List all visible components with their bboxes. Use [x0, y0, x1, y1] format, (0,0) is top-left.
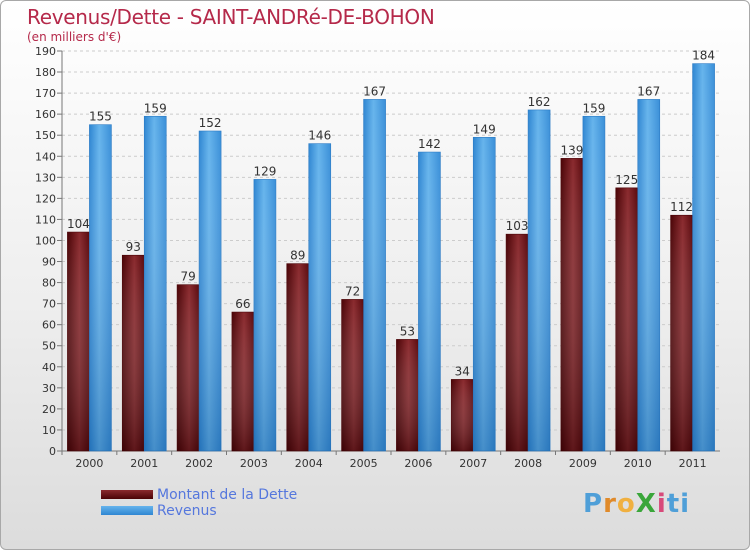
x-tick-label: 2004 — [295, 457, 323, 470]
x-tick-label: 2000 — [75, 457, 103, 470]
y-tick-label: 20 — [42, 403, 56, 416]
y-tick-label: 120 — [35, 192, 56, 205]
legend-label-dette: Montant de la Dette — [157, 487, 298, 503]
y-tick-label: 50 — [42, 340, 56, 353]
y-tick-label: 150 — [35, 129, 56, 142]
data-label-revenus: 142 — [418, 137, 441, 151]
bar-shade-revenus-2000 — [89, 124, 112, 452]
x-tick-label: 2009 — [569, 457, 597, 470]
legend-swatch-revenus — [101, 506, 153, 515]
bar-shade-dette-2001 — [122, 255, 145, 451]
legend-label-revenus: Revenus — [157, 503, 217, 519]
y-tick-label: 110 — [35, 213, 56, 226]
data-label-revenus: 155 — [89, 110, 112, 124]
data-label-revenus: 149 — [473, 122, 496, 136]
data-label-revenus: 167 — [637, 84, 660, 98]
bar-shade-revenus-2010 — [637, 99, 660, 451]
bar-shade-revenus-2005 — [363, 99, 386, 451]
grid-layer — [57, 50, 720, 455]
x-tick-label: 2010 — [624, 457, 652, 470]
bar-shade-revenus-2002 — [199, 131, 222, 451]
bar-shade-revenus-2007 — [473, 137, 496, 451]
y-tick-label: 40 — [42, 361, 56, 374]
data-label-dette: 112 — [670, 200, 693, 214]
x-tick-label: 2003 — [240, 457, 268, 470]
y-tick-label: 70 — [42, 298, 56, 311]
y-tick-label: 160 — [35, 108, 56, 121]
data-label-dette: 104 — [67, 217, 90, 231]
bar-shade-revenus-2011 — [692, 63, 715, 451]
data-label-dette: 139 — [560, 143, 583, 157]
bar-shade-revenus-2008 — [528, 109, 551, 452]
y-tick-label: 180 — [35, 66, 56, 79]
data-label-dette: 93 — [126, 240, 141, 254]
y-tick-label: 60 — [42, 319, 56, 332]
bar-shade-revenus-2006 — [418, 152, 441, 452]
data-label-revenus: 162 — [528, 95, 551, 109]
x-tick-label: 2007 — [459, 457, 487, 470]
y-tick-label: 100 — [35, 234, 56, 247]
data-label-dette: 53 — [400, 324, 415, 338]
proxiti-logo: ProXiti — [583, 489, 691, 519]
data-label-revenus: 167 — [363, 84, 386, 98]
bars-layer — [67, 63, 715, 452]
bar-shade-revenus-2009 — [582, 116, 605, 452]
bar-shade-dette-2002 — [177, 284, 200, 451]
bar-shade-dette-2010 — [615, 187, 638, 451]
data-label-revenus: 184 — [692, 49, 715, 63]
bar-shade-dette-2005 — [341, 299, 364, 451]
data-label-revenus: 146 — [308, 129, 331, 143]
x-tick-label: 2011 — [679, 457, 707, 470]
x-tick-label: 2002 — [185, 457, 213, 470]
y-tick-label: 170 — [35, 87, 56, 100]
data-label-dette: 79 — [180, 270, 195, 284]
bar-shade-dette-2004 — [286, 263, 309, 451]
y-tick-label: 0 — [49, 445, 56, 458]
bar-shade-dette-2008 — [506, 234, 529, 451]
data-label-dette: 66 — [235, 297, 250, 311]
bar-shade-dette-2006 — [396, 339, 419, 451]
y-tick-label: 90 — [42, 256, 56, 269]
bar-shade-dette-2009 — [560, 158, 583, 452]
data-label-dette: 72 — [345, 284, 360, 298]
data-label-revenus: 159 — [582, 101, 605, 115]
data-label-dette: 34 — [455, 364, 470, 378]
y-tick-label: 10 — [42, 424, 56, 437]
x-tick-label: 2005 — [350, 457, 378, 470]
bar-shade-dette-2007 — [451, 379, 474, 451]
bar-shade-revenus-2001 — [144, 116, 167, 452]
data-label-dette: 89 — [290, 249, 305, 263]
data-label-revenus: 152 — [199, 116, 222, 130]
legend-swatch-dette — [101, 490, 153, 499]
labels-layer: 0 10 20 30 40 50 60 70 80 90 100 110 120 130 140 150 160… — [35, 45, 715, 470]
chart-subtitle: (en milliers d'€) — [27, 30, 122, 44]
bar-shade-dette-2003 — [231, 312, 254, 451]
x-tick-label: 2006 — [404, 457, 432, 470]
x-tick-label: 2001 — [130, 457, 158, 470]
bar-shade-revenus-2003 — [253, 179, 276, 451]
bar-shade-dette-2000 — [67, 232, 90, 451]
data-label-dette: 103 — [506, 219, 529, 233]
y-tick-label: 80 — [42, 277, 56, 290]
y-tick-label: 130 — [35, 171, 56, 184]
data-label-dette: 125 — [615, 173, 638, 187]
bar-shade-revenus-2004 — [308, 143, 331, 451]
y-tick-label: 190 — [35, 45, 56, 58]
bar-chart: 0 10 20 30 40 50 60 70 80 90 100 110 120 130 140 150 160… — [35, 45, 720, 470]
y-tick-label: 30 — [42, 382, 56, 395]
data-label-revenus: 129 — [253, 164, 276, 178]
chart-title: Revenus/Dette - SAINT-ANDRé-DE-BOHON — [27, 5, 435, 29]
x-tick-label: 2008 — [514, 457, 542, 470]
data-label-revenus: 159 — [144, 101, 167, 115]
y-tick-label: 140 — [35, 150, 56, 163]
bar-shade-dette-2011 — [670, 215, 693, 451]
